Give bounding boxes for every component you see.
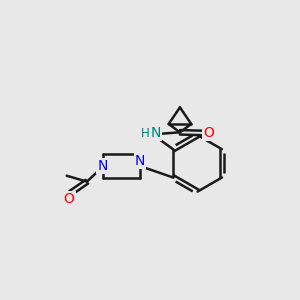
Text: N: N — [135, 154, 145, 168]
Text: N: N — [151, 126, 161, 140]
Text: H: H — [141, 127, 149, 140]
Text: O: O — [203, 126, 214, 140]
Text: N: N — [98, 159, 108, 173]
Text: O: O — [64, 192, 74, 206]
